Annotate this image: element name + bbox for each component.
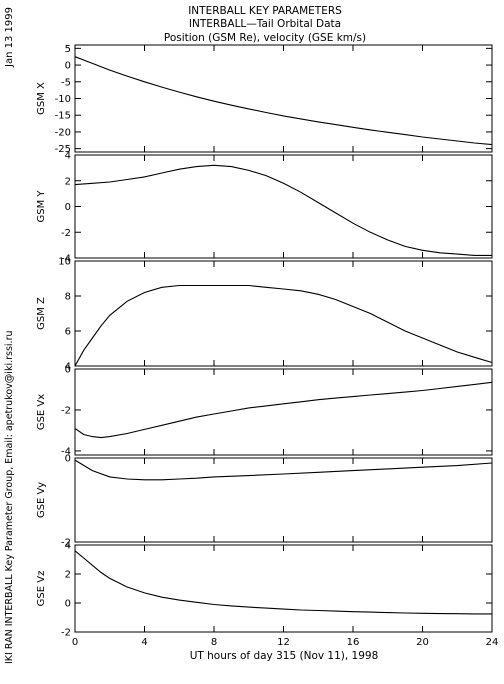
y-tick-label: 0 — [65, 61, 71, 72]
y-axis-label: GSE Vy — [36, 482, 47, 518]
series-line-gse-vz — [74, 550, 492, 615]
x-tick-label: 4 — [141, 637, 147, 648]
x-tick-label: 12 — [277, 637, 290, 648]
y-tick-label: 4 — [65, 541, 71, 552]
y-tick-label: -2 — [61, 228, 71, 239]
series-line-gse-vy — [74, 459, 493, 481]
y-tick-label: -15 — [55, 111, 71, 122]
panel-frame — [74, 368, 493, 456]
x-tick-label: 16 — [347, 637, 360, 648]
panel-frame — [74, 457, 493, 543]
y-tick-label: 2 — [65, 570, 71, 581]
panel-frame — [74, 544, 493, 633]
x-axis-label: UT hours of day 315 (Nov 11), 1998 — [190, 650, 379, 662]
side-date-label: Jan 13 1999 — [4, 7, 15, 68]
y-axis-label: GSM Z — [36, 297, 47, 330]
y-tick-label: 4 — [65, 151, 71, 162]
y-axis-label: GSE Vx — [36, 394, 47, 430]
y-tick-label: 2 — [65, 176, 71, 187]
series-line-gsm-x — [74, 56, 493, 146]
y-tick-label: 0 — [65, 454, 71, 465]
panel-frame — [74, 260, 493, 367]
x-tick-label: 24 — [486, 637, 499, 648]
y-tick-label: 8 — [65, 292, 71, 303]
y-tick-label: 6 — [65, 327, 71, 338]
y-tick-label: -20 — [55, 127, 71, 138]
y-tick-label: 4 — [65, 362, 71, 373]
y-tick-label: -5 — [61, 77, 71, 88]
y-tick-label: 0 — [65, 202, 71, 213]
chart-title-line-3: Position (GSM Re), velocity (GSE km/s) — [164, 32, 366, 44]
x-tick-label: 0 — [72, 637, 78, 648]
y-axis-label: GSM Y — [36, 190, 47, 223]
y-tick-label: 10 — [58, 257, 71, 268]
side-credit-label: IKI RAN INTERBALL Key Parameter Group, E… — [4, 331, 15, 665]
y-tick-label: -2 — [61, 405, 71, 416]
y-axis-label: GSM X — [36, 82, 47, 115]
series-line-gsm-y — [74, 164, 492, 256]
y-tick-label: -2 — [61, 538, 71, 549]
y-tick-label: -4 — [61, 446, 71, 457]
y-tick-label: 5 — [65, 44, 71, 55]
panel-frame — [74, 44, 493, 153]
y-tick-label: -10 — [55, 94, 71, 105]
y-tick-label: 0 — [65, 599, 71, 610]
series-line-gsm-z — [74, 284, 493, 367]
y-tick-label: -25 — [55, 144, 71, 155]
y-tick-label: -2 — [61, 628, 71, 639]
x-tick-label: 20 — [416, 637, 429, 648]
chart-title-line-1: INTERBALL KEY PARAMETERS — [188, 5, 342, 17]
x-tick-label: 8 — [211, 637, 217, 648]
series-line-gse-vx — [74, 381, 493, 439]
y-axis-label: GSE Vz — [36, 571, 47, 607]
panel-frame — [74, 154, 493, 259]
y-tick-label: -4 — [61, 254, 71, 265]
chart-title-line-2: INTERBALL—Tail Orbital Data — [189, 18, 341, 30]
y-tick-label: 0 — [65, 365, 71, 376]
